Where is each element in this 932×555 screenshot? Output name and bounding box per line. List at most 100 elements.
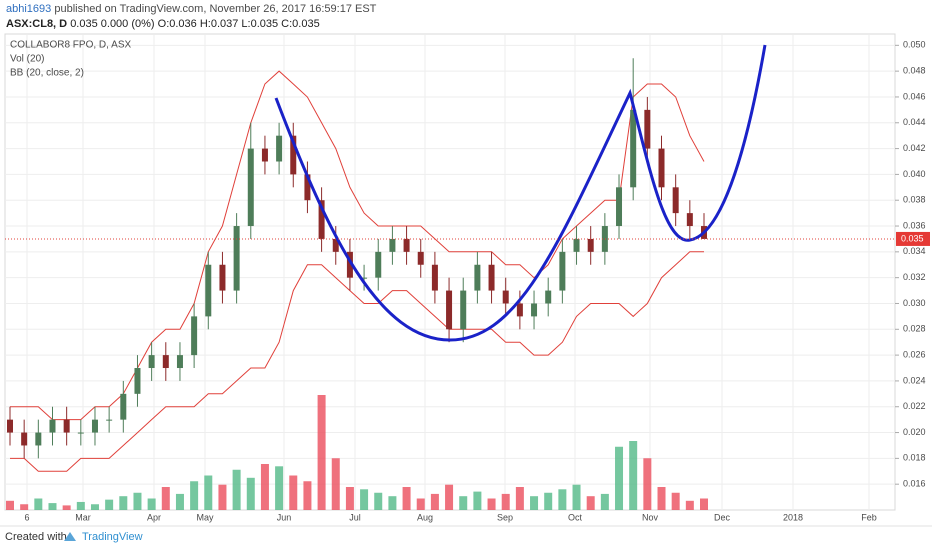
volume-bar [459, 496, 468, 510]
volume-bar [360, 489, 369, 510]
bollinger-band [10, 251, 704, 472]
candle-body [531, 303, 538, 317]
volume-bar [260, 464, 269, 510]
y-tick-label: 0.036 [903, 220, 926, 230]
volume-bar [161, 487, 170, 510]
volume-bar [530, 496, 539, 510]
y-tick-label: 0.032 [903, 272, 926, 282]
x-tick-label: Dec [714, 512, 731, 522]
candle-body [261, 148, 268, 162]
x-tick-label: Nov [642, 512, 659, 522]
footer-created: Created with [5, 531, 67, 543]
symbol: ASX:CL8, D [6, 18, 67, 30]
candle-body [134, 368, 141, 394]
volume-bar [90, 504, 99, 510]
y-tick-label: 0.018 [903, 453, 926, 463]
candle-body [474, 264, 481, 291]
candle-body [77, 432, 84, 434]
bb-legend: BB (20, close, 2) [10, 68, 84, 79]
volume-bar [487, 498, 496, 510]
volume-bar [317, 395, 326, 510]
volume-bar [275, 466, 284, 510]
bollinger-band [10, 70, 705, 421]
candle-body [431, 264, 438, 291]
volume-bar [246, 477, 255, 510]
x-tick-label: Sep [497, 512, 513, 522]
quote-line: ASX:CL8, D 0.035 0.000 (0%) O:0.036 H:0.… [6, 18, 320, 30]
x-tick-label: Jun [277, 512, 292, 522]
candle-body [332, 238, 339, 252]
candle-body [233, 226, 240, 291]
x-tick-label: 6 [24, 512, 29, 522]
candle-body [403, 238, 410, 252]
y-tick-label: 0.022 [903, 401, 926, 411]
candle-body [304, 174, 311, 201]
candle-body [148, 355, 155, 369]
candle-body [276, 135, 283, 162]
x-tick-label: Apr [147, 512, 161, 522]
candle-body [7, 419, 13, 433]
candle-body [219, 264, 226, 291]
volume-bar [685, 500, 694, 510]
x-tick-label: Aug [417, 512, 433, 522]
candle-body [460, 290, 467, 330]
volume-bar [700, 498, 708, 510]
candle-body [446, 290, 453, 330]
y-tick-label: 0.046 [903, 91, 926, 101]
volume-bar [515, 487, 524, 510]
volume-bar [629, 441, 638, 510]
volume-bar [544, 492, 553, 510]
chart-title: COLLABOR8 FPO, D, ASX [10, 40, 131, 51]
volume-bar [232, 469, 241, 510]
quote: 0.035 0.000 (0%) O:0.036 H:0.037 L:0.035… [70, 18, 320, 30]
candle-body [120, 393, 127, 420]
y-tick-label: 0.028 [903, 324, 926, 334]
candle-body [389, 238, 396, 252]
candle-body [162, 355, 169, 369]
candle-body [176, 355, 183, 369]
candle-body [488, 264, 495, 291]
y-tick-label: 0.024 [903, 375, 926, 385]
author-link[interactable]: abhi1693 [6, 3, 51, 15]
y-tick-label: 0.026 [903, 349, 926, 359]
last-price-label: 0.035 [901, 233, 924, 243]
candle-body [91, 419, 98, 433]
volume-bar [501, 493, 510, 510]
volume-bar [34, 498, 43, 510]
candle-body [361, 277, 368, 279]
y-tick-label: 0.042 [903, 143, 926, 153]
x-tick-label: Mar [75, 512, 91, 522]
candle-body [545, 290, 552, 304]
x-tick-label: May [196, 512, 214, 522]
footer-logo [64, 532, 76, 541]
x-tick-label: Feb [861, 512, 877, 522]
volume-bar [643, 458, 652, 510]
candle-body [686, 213, 693, 227]
candle-body [49, 419, 56, 433]
candle-body [63, 419, 70, 433]
volume-bar [402, 487, 411, 510]
y-tick-label: 0.038 [903, 195, 926, 205]
candle-body [672, 187, 679, 214]
volume-bar [62, 505, 71, 510]
volume-bar [20, 504, 29, 510]
publish-line: abhi1693 published on TradingView.com, N… [6, 3, 377, 15]
y-tick-label: 0.044 [903, 117, 926, 127]
candle-body [573, 238, 580, 252]
x-tick-label: 2018 [783, 512, 803, 522]
candle-body [417, 251, 424, 265]
last-price-tag [896, 231, 930, 246]
volume-bar [600, 493, 609, 510]
volume-bar [657, 487, 666, 510]
candle-body [375, 251, 382, 278]
footer-brand[interactable]: TradingView [82, 531, 143, 543]
y-tick-label: 0.048 [903, 66, 926, 76]
volume-bar [289, 475, 298, 510]
candle-body [559, 251, 566, 291]
volume-bar [133, 492, 142, 510]
candle-body [601, 226, 608, 252]
volume-bar [6, 500, 14, 510]
y-tick-label: 0.050 [903, 40, 926, 50]
